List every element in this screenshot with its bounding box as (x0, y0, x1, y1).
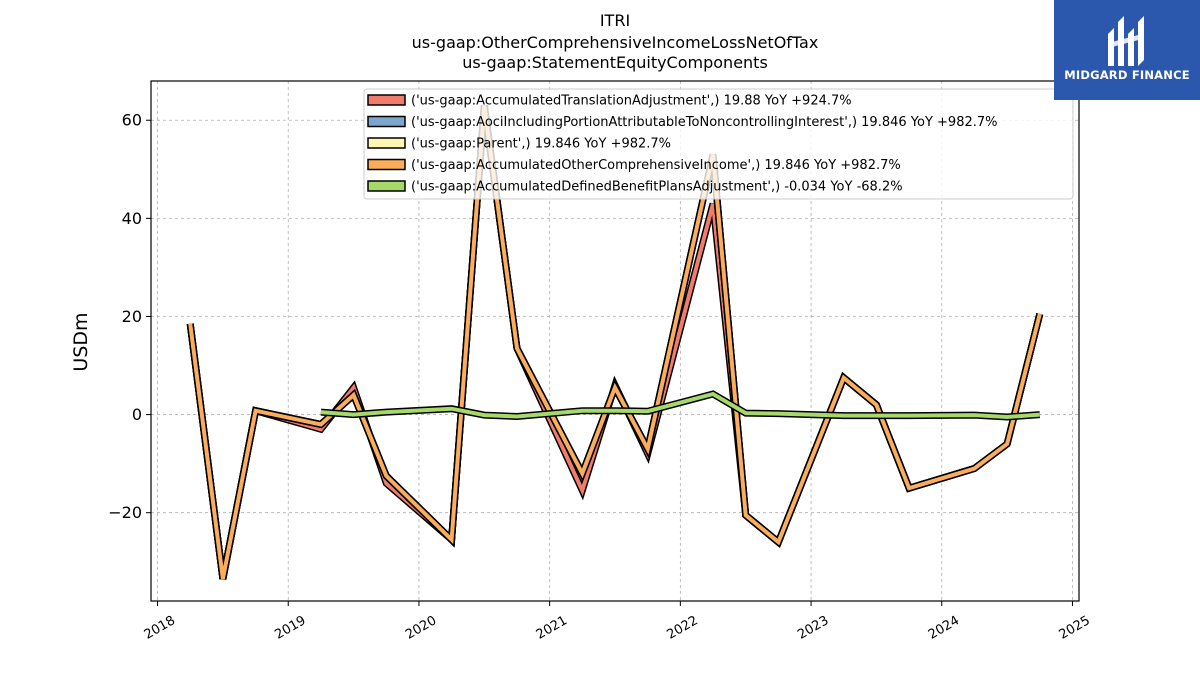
y-axis-ticks: −20 0 20 40 60 (108, 111, 151, 522)
legend-label: ('us-gaap:AccumulatedTranslationAdjustme… (411, 94, 852, 109)
midgard-finance-logo: MIDGARD FINANCE (1054, 0, 1200, 100)
chart-title: ITRI us-gaap:OtherComprehensiveIncomeLos… (412, 11, 819, 72)
x-tick-label: 2020 (403, 613, 439, 643)
chart-title-line-1: ITRI (600, 11, 630, 30)
y-tick-label: 60 (122, 111, 142, 130)
legend-swatch (367, 180, 406, 192)
x-tick-label: 2018 (142, 613, 178, 643)
chart-title-line-3: us-gaap:StatementEquityComponents (462, 53, 768, 72)
x-tick-label: 2022 (665, 613, 701, 643)
x-tick-label: 2025 (1057, 613, 1093, 643)
y-tick-label: −20 (108, 503, 142, 522)
x-tick-label: 2024 (926, 613, 962, 643)
legend: ('us-gaap:AccumulatedTranslationAdjustme… (363, 88, 1074, 200)
y-axis-label: USDm (70, 312, 92, 371)
logo-text: MIDGARD FINANCE (1064, 68, 1190, 82)
y-tick-label: 0 (132, 405, 142, 424)
legend-label: ('us-gaap:AociIncludingPortionAttributab… (411, 115, 998, 130)
y-tick-label: 40 (122, 209, 142, 228)
legend-swatch (367, 94, 406, 106)
legend-item: ('us-gaap:AccumulatedTranslationAdjustme… (367, 94, 852, 109)
plot-frame (150, 80, 1080, 602)
chart-title-line-2: us-gaap:OtherComprehensiveIncomeLossNetO… (412, 33, 819, 52)
legend-box (363, 88, 1074, 200)
series-line (320, 391, 1040, 420)
legend-item: ('us-gaap:AociIncludingPortionAttributab… (367, 115, 998, 130)
legend-label: ('us-gaap:Parent',) 19.846 YoY +982.7% (411, 137, 671, 152)
x-tick-label: 2021 (534, 613, 570, 643)
x-tick-label: 2019 (272, 613, 308, 643)
legend-swatch (367, 158, 406, 171)
legend-swatch (367, 115, 406, 128)
legend-swatch (367, 137, 406, 149)
series-lines (186, 105, 1044, 580)
series-5 (320, 390, 1041, 421)
x-tick-label: 2023 (795, 613, 831, 643)
legend-item: ('us-gaap:AccumulatedOtherComprehensiveI… (367, 158, 901, 173)
x-axis-ticks: 2018 2019 2020 2021 2022 2023 2024 2025 (142, 601, 1093, 643)
legend-item: ('us-gaap:AccumulatedDefinedBenefitPlans… (367, 180, 903, 195)
legend-label: ('us-gaap:AccumulatedOtherComprehensiveI… (411, 158, 901, 173)
y-tick-label: 20 (122, 307, 142, 326)
legend-label: ('us-gaap:AccumulatedDefinedBenefitPlans… (411, 180, 903, 195)
legend-item: ('us-gaap:Parent',) 19.846 YoY +982.7% (367, 137, 671, 152)
midgard-logo-icon (1108, 16, 1144, 66)
